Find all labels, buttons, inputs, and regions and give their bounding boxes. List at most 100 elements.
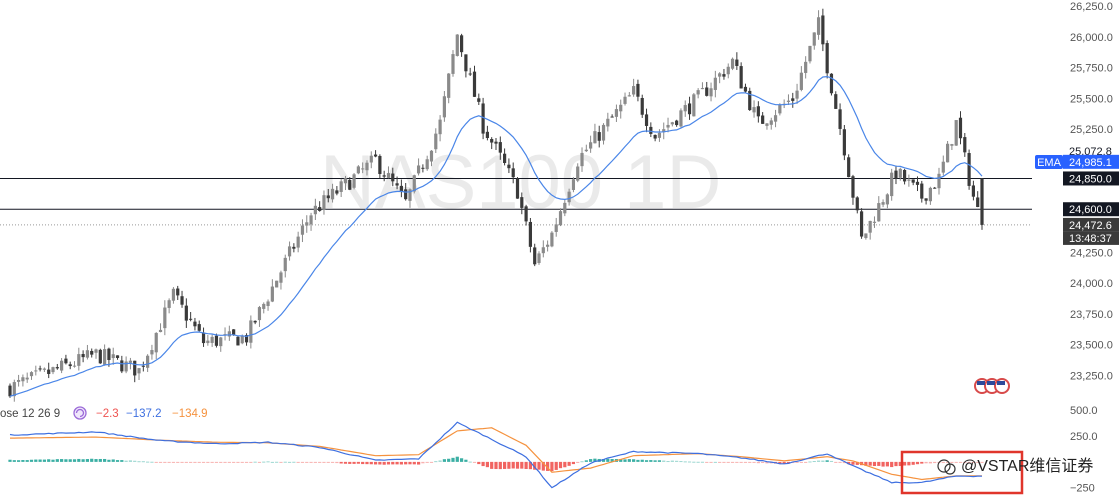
candle-body [481,103,485,134]
macd-histogram-bar [593,458,597,462]
candle-body [980,178,984,225]
macd-histogram-bar [8,459,12,462]
candle-body [416,165,421,174]
candle-body [834,94,838,109]
macd-histogram-bar [219,461,223,463]
candle-body [438,119,442,135]
price-tick-label: 23,750.0 [1070,309,1113,321]
candle-body [421,167,425,169]
macd-histogram-bar [416,461,421,465]
macd-histogram-bar [283,461,287,463]
price-tag-bg [1063,154,1119,169]
candle-body [171,288,176,301]
candle-body [576,166,580,181]
macd-histogram-bar [726,461,730,463]
candle-body [404,189,408,200]
candle-body [915,181,920,185]
candle-body [769,120,773,125]
macd-histogram-bar [72,459,77,462]
macd-histogram-bar [855,461,859,465]
price-tag-bg [1063,144,1119,159]
candle-body [485,131,489,139]
horizontal-levels[interactable] [0,177,1032,226]
candle-body [894,170,898,179]
price-tick-label: 26,250.0 [1070,1,1113,13]
macd-histogram-bar [305,461,309,463]
macd-histogram-bar [34,459,38,462]
macd-histogram-bar [842,461,846,464]
candle-body [107,348,111,361]
macd-signal-value: −134.9 [172,408,208,420]
macd-histogram-bar [528,461,533,470]
candle-body [287,246,292,257]
candle-body [864,233,868,239]
macd-histogram-bar [696,461,700,463]
candle-body [464,54,468,72]
candle-body [808,45,812,62]
candle-body [666,124,670,128]
candle-body [593,131,597,144]
macd-value: −137.2 [126,408,162,420]
macd-histogram-bar [434,461,438,463]
candle-body [167,300,171,308]
macd-histogram-bar [718,461,722,463]
candle-body [554,224,558,232]
macd-histogram-bar [894,461,898,467]
candle-body [765,123,769,126]
macd-histogram-bar [77,458,81,462]
macd-histogram-bar [520,461,524,469]
macd-histogram-bar [275,461,279,463]
candle-body [597,132,601,141]
events-flags-icon[interactable] [974,378,1010,394]
candle-body [902,169,907,182]
macd-histogram-bar [485,461,489,468]
candle-body [636,83,640,97]
macd-histogram-bar [589,459,593,462]
macd-histogram-bar [829,460,834,462]
candle-body [81,354,85,358]
candle-body [722,74,726,77]
macd-histogram-bar [184,461,188,463]
macd-histogram-bar [928,461,932,464]
macd-histogram-bar [967,461,971,463]
macd-histogram-bar [511,461,515,469]
price-tick-label: 26,000.0 [1070,32,1113,44]
price-tag-bg [1063,202,1119,217]
macd-histogram-bar [834,461,838,463]
macd-histogram-bar [253,461,257,463]
macd-histogram-bar [296,461,300,463]
macd-histogram-bar [468,461,472,463]
macd-histogram-bar [29,459,34,462]
macd-histogram-bar [601,459,606,462]
macd-histogram-bar [976,461,980,463]
candle-body [524,206,528,222]
candle-body [146,355,150,368]
candle-body [373,154,378,157]
macd-histogram-bar [464,459,468,462]
macd-histogram-bar [369,461,373,465]
macd-histogram-bar [920,461,924,464]
macd-histogram-bar [640,459,644,462]
price-tick-label: 23,500.0 [1070,340,1113,352]
candle-body [898,168,902,178]
macd-line [9,421,983,489]
price-tag: 24,985.1 [1063,154,1119,169]
candle-body [120,360,124,372]
candle-body [881,202,885,205]
macd-histogram-bar [81,459,85,462]
macd-histogram-bar [524,461,528,469]
candle-body [442,96,446,118]
macd-histogram-bar [451,457,455,462]
candle-body [451,54,455,74]
macd-histogram-bar [133,460,137,462]
macd-histogram-bar [330,461,335,463]
candle-body [795,90,799,99]
candle-body [296,236,300,248]
candle-body [786,100,791,102]
macd-histogram-bar [210,461,214,463]
candle-body [244,335,249,343]
candle-body [141,365,145,367]
macd-settings-icon[interactable] [73,406,87,420]
candle-body [580,152,584,167]
candle-body [847,157,851,178]
